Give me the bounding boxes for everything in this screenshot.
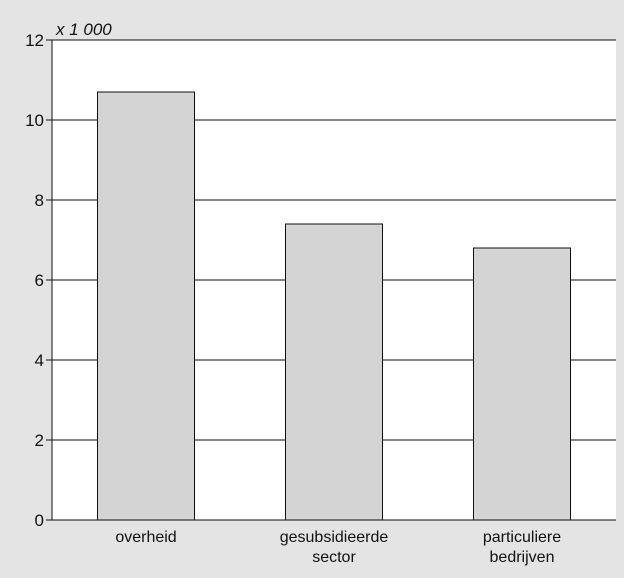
bar (285, 223, 383, 521)
y-tick-labels: 0 2 4 6 8 10 12 (25, 31, 44, 530)
y-tick-label: 4 (35, 351, 44, 370)
bar (473, 247, 571, 521)
y-tick-label: 6 (35, 271, 44, 290)
y-tick-label: 12 (25, 31, 44, 50)
y-tick-label: 8 (35, 191, 44, 210)
x-tick-label: particuliere (483, 529, 561, 546)
x-tick-label: bedrijven (490, 549, 555, 566)
y-tick-label: 2 (35, 431, 44, 450)
x-tick-label: gesubsidieerde (280, 529, 389, 546)
x-tick-labels: overheid gesubsidieerde sector particuliere… (115, 529, 561, 566)
y-tick-label: 10 (25, 111, 44, 130)
unit-label: x 1 000 (55, 20, 112, 39)
axes (51, 40, 616, 521)
x-tick-label: sector (312, 549, 356, 566)
bar (97, 91, 195, 521)
x-tick-label: overheid (115, 529, 176, 546)
y-tick-label: 0 (35, 511, 44, 530)
bars (97, 91, 571, 521)
